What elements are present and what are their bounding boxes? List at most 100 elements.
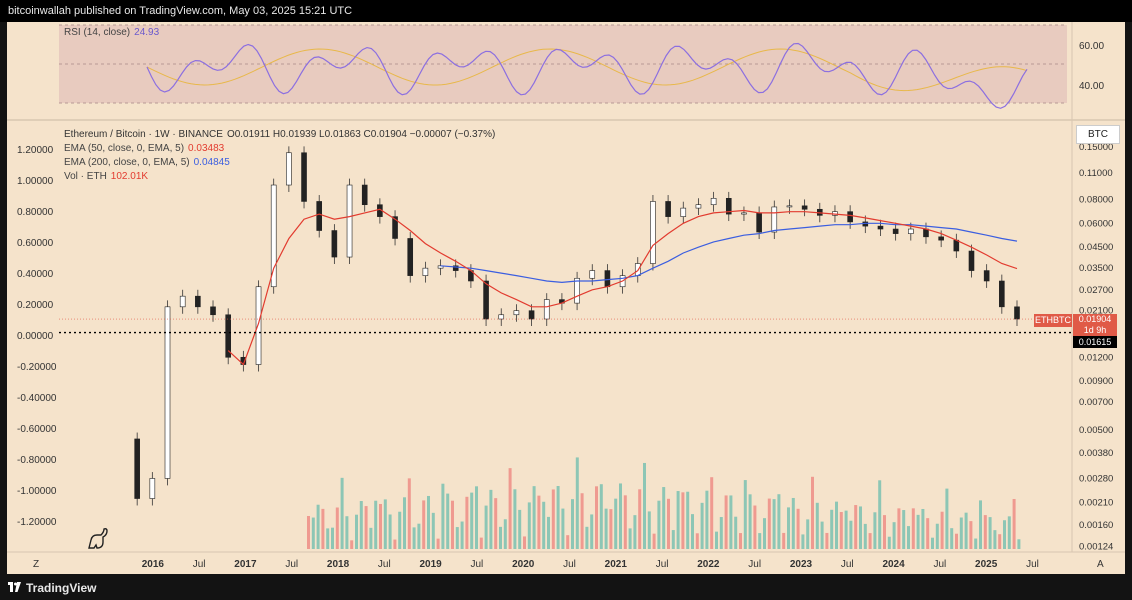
vol-value: 102.01K xyxy=(110,171,149,182)
chart-panel[interactable] xyxy=(7,22,1125,574)
x-axis-tick: 2025 xyxy=(975,559,998,570)
volume-bar xyxy=(307,516,310,549)
x-axis-tick: Jul xyxy=(841,559,854,570)
dinosaur-icon[interactable] xyxy=(88,528,108,549)
volume-bar xyxy=(839,511,843,549)
volume-bar xyxy=(451,500,454,549)
right-axis[interactable]: 0.15000 0.11000 0.08000 0.06000 0.04500 0.035… xyxy=(1079,142,1113,552)
volume-bar xyxy=(1007,516,1011,549)
right-axis-tick: 0.00380 xyxy=(1079,448,1113,459)
volume-bar xyxy=(883,515,886,549)
volume-bar xyxy=(657,500,661,549)
volume-bar xyxy=(431,512,435,549)
volume-bar xyxy=(662,487,666,549)
volume-bar xyxy=(388,514,392,549)
volume-bar xyxy=(844,510,848,549)
volume-bar xyxy=(782,532,786,549)
candle-body xyxy=(316,201,323,231)
volume-legend-row[interactable]: Vol · ETH 102.01K xyxy=(64,170,495,184)
candle-body xyxy=(725,198,732,215)
candle-body xyxy=(513,310,520,316)
candle-body xyxy=(604,270,611,288)
candle-body xyxy=(210,306,216,316)
volume-bar xyxy=(988,517,992,549)
ema50-legend-row[interactable]: EMA (50, close, 0, EMA, 5) 0.03483 xyxy=(64,142,495,156)
price-tag-countdown: 1d 9h xyxy=(1083,325,1107,335)
volume-bar xyxy=(1012,498,1016,549)
rsi-tick-40: 40.00 xyxy=(1079,81,1104,92)
volume-bar xyxy=(359,501,363,549)
rsi-tick-60: 60.00 xyxy=(1079,41,1104,52)
right-axis-tick: 0.02700 xyxy=(1079,285,1113,296)
ema50-value: 0.03483 xyxy=(188,143,225,154)
left-axis-tick: 0.60000 xyxy=(17,238,54,249)
volume-bar xyxy=(609,509,613,549)
main-legend[interactable]: Ethereum / Bitcoin · 1W · BINANCE O0.0191… xyxy=(64,128,495,184)
right-axis-tick: 0.00900 xyxy=(1079,376,1113,387)
right-axis-tick: 0.00280 xyxy=(1079,473,1113,484)
x-axis-tick: 2020 xyxy=(512,559,535,570)
volume-bar xyxy=(700,502,704,549)
volume-bar xyxy=(801,534,805,549)
candle-body xyxy=(650,201,656,264)
right-axis-tick: 0.06000 xyxy=(1079,218,1113,229)
right-axis-tick: 0.00500 xyxy=(1079,425,1113,436)
volume-bar xyxy=(940,511,944,549)
currency-button[interactable]: BTC xyxy=(1076,125,1120,144)
volume-bar xyxy=(489,489,493,549)
left-axis-tick: -0.80000 xyxy=(17,455,57,466)
volume-bar xyxy=(892,522,896,549)
price-tag-value: 0.01904 xyxy=(1078,314,1112,324)
candle-body xyxy=(999,280,1005,308)
candle-body xyxy=(665,201,671,217)
candle-body xyxy=(255,286,262,365)
volume-bar xyxy=(686,491,690,549)
volume-bar xyxy=(590,514,594,549)
volume-bar xyxy=(911,508,915,549)
volume-bar xyxy=(585,526,589,549)
volume-bar xyxy=(835,501,838,549)
left-axis-tick: 0.80000 xyxy=(17,207,54,218)
left-axis-tick: -0.20000 xyxy=(17,362,57,373)
volume-bar xyxy=(695,533,699,549)
right-axis-tick: 0.02100 xyxy=(1079,306,1113,317)
symbol-legend-row[interactable]: Ethereum / Bitcoin · 1W · BINANCE O0.0191… xyxy=(64,128,495,142)
volume-bar xyxy=(969,521,973,549)
rsi-ma-line xyxy=(146,48,1028,92)
rsi-legend-label: RSI (14, close) xyxy=(64,27,131,38)
ema200-line xyxy=(440,222,1018,284)
ema200-legend-row[interactable]: EMA (200, close, 0, EMA, 5) 0.04845 xyxy=(64,156,495,170)
x-axis[interactable]: 2016 Jul 2017 Jul 2018 Jul 2019 Jul 2020 Jul 2021 J… xyxy=(33,559,1104,570)
right-axis-tick: 0.08000 xyxy=(1079,194,1113,205)
chart-canvas[interactable]: 1.20000 1.00000 0.80000 0.60000 0.40000 0.200… xyxy=(7,22,1125,574)
volume-bar xyxy=(595,486,598,549)
volume-bar xyxy=(950,528,954,549)
x-axis-tick: 2016 xyxy=(142,559,165,570)
x-axis-tick: Jul xyxy=(285,559,298,570)
candle-body xyxy=(422,267,429,276)
volume-bar xyxy=(959,517,963,549)
volume-bar xyxy=(455,527,459,549)
volume-bar xyxy=(566,535,570,549)
candle-body xyxy=(953,239,960,252)
volume-bar xyxy=(508,468,512,549)
rsi-legend[interactable]: RSI (14, close) 24.93 xyxy=(64,27,159,38)
x-axis-corner-left[interactable]: Z xyxy=(33,559,39,570)
volume-bar xyxy=(470,492,474,549)
volume-bar xyxy=(465,496,469,549)
candle-body xyxy=(179,295,186,308)
candle-body xyxy=(225,314,231,358)
candle-body xyxy=(195,295,201,308)
line-level-tag: 0.01615 xyxy=(1073,336,1117,348)
volume-bar xyxy=(926,518,930,549)
left-axis-tick: -0.40000 xyxy=(17,393,57,404)
candle-body xyxy=(164,306,171,479)
candle-body xyxy=(877,225,884,230)
x-axis-corner-right[interactable]: A xyxy=(1097,559,1104,570)
volume-bar xyxy=(739,533,742,549)
volume-bar xyxy=(369,527,373,549)
candle-body xyxy=(361,184,368,206)
volume-bar xyxy=(964,512,968,549)
candle-body xyxy=(589,270,596,279)
volume-bar xyxy=(633,515,637,549)
